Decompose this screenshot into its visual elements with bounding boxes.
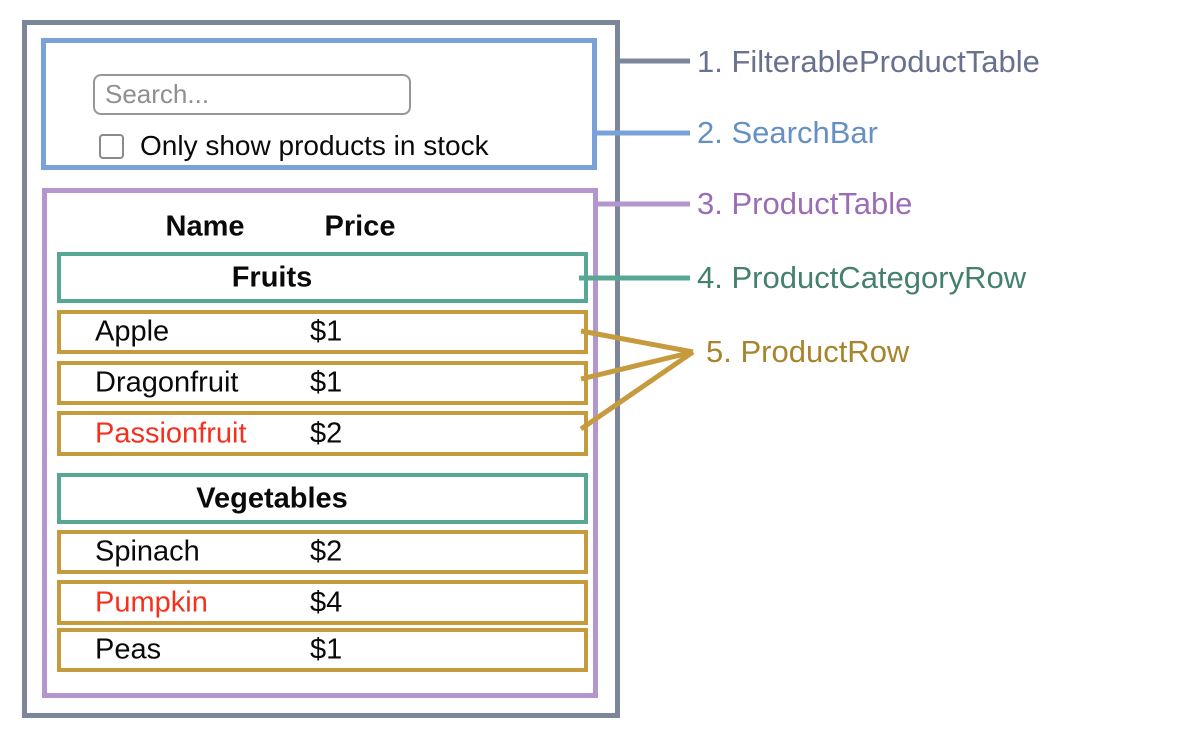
product-name: Spinach	[95, 535, 200, 568]
product-row-spinach: Spinach $2	[57, 530, 588, 574]
category-label: Vegetables	[196, 482, 348, 514]
category-row-fruits: Fruits	[57, 252, 588, 303]
column-header-name: Name	[165, 210, 245, 243]
product-name: Apple	[95, 315, 170, 348]
product-price: $4	[310, 586, 343, 618]
product-table-box: Name Price Fruits Apple $1 Dragonfruit $…	[42, 188, 598, 698]
legend-product-row: 5. ProductRow	[706, 334, 910, 369]
search-input[interactable]	[93, 74, 411, 115]
legend-filterable-product-table: 1. FilterableProductTable	[697, 44, 1040, 79]
in-stock-filter: Only show products in stock	[99, 130, 489, 161]
product-price: $1	[310, 315, 343, 348]
legend-product-table: 3. ProductTable	[697, 186, 913, 221]
product-row-apple: Apple $1	[57, 310, 588, 354]
product-name: Pumpkin	[95, 586, 208, 618]
legend-search-bar: 2. SearchBar	[697, 115, 878, 150]
product-row-dragonfruit: Dragonfruit $1	[57, 361, 588, 405]
product-price: $1	[310, 633, 343, 666]
in-stock-checkbox[interactable]	[99, 133, 124, 159]
category-label: Fruits	[231, 261, 313, 293]
product-row-pumpkin: Pumpkin $4	[57, 580, 588, 625]
column-header-price: Price	[324, 210, 396, 243]
search-bar-box: Only show products in stock	[41, 38, 597, 170]
product-row-peas: Peas $1	[57, 628, 588, 672]
product-price: $1	[310, 366, 343, 399]
product-row-passionfruit: Passionfruit $2	[57, 411, 588, 456]
in-stock-checkbox-label: Only show products in stock	[140, 130, 489, 161]
product-name: Peas	[95, 633, 162, 666]
legend-product-category-row: 4. ProductCategoryRow	[697, 260, 1027, 295]
category-row-vegetables: Vegetables	[57, 473, 588, 524]
product-price: $2	[310, 535, 343, 568]
product-price: $2	[310, 417, 343, 449]
product-name: Dragonfruit	[95, 366, 239, 399]
product-name: Passionfruit	[95, 417, 247, 449]
